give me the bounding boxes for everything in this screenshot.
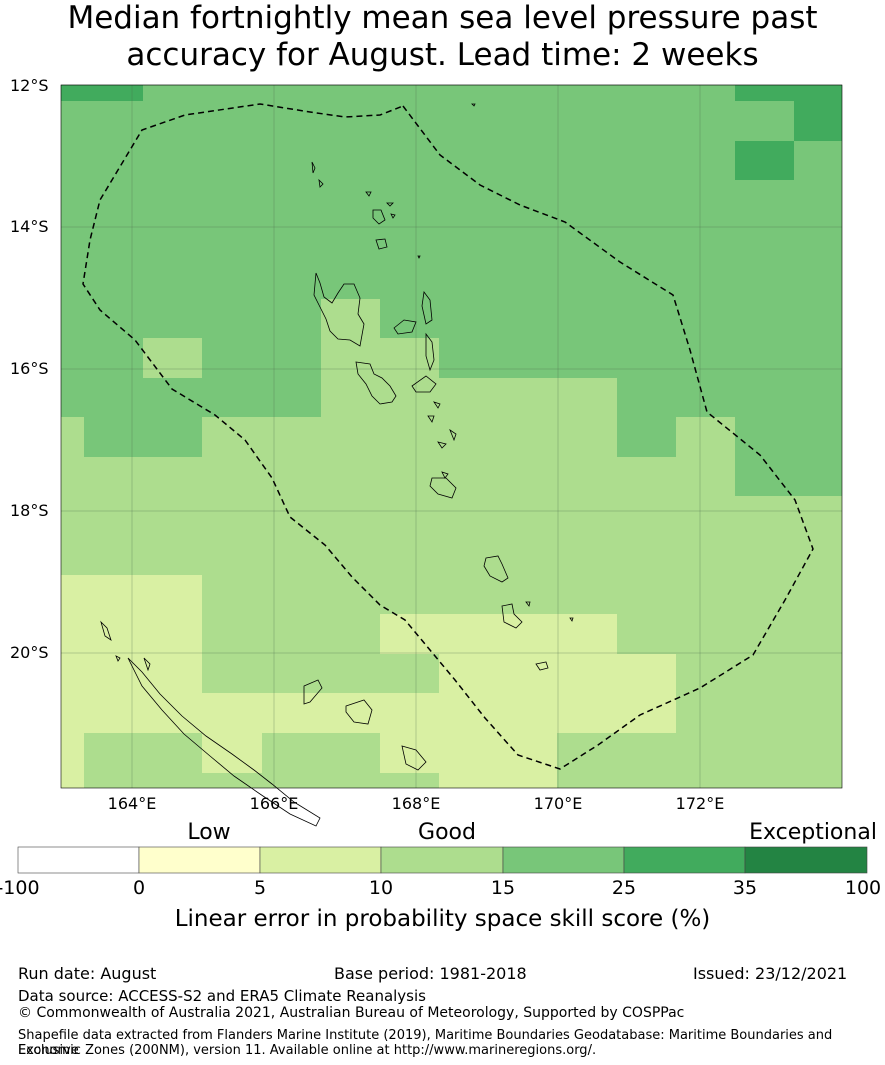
grid-cell [84,417,202,457]
run-date: Run date: August [18,964,157,983]
grid-cell [735,141,794,180]
shapefile-line-1: Shapefile data extracted from Flanders M… [18,1028,833,1058]
category-exceptional-label: Exceptional [749,820,877,845]
island-outline [535,617,574,671]
island-outline [375,238,388,250]
colorbar-tick: 25 [611,877,637,899]
grid-cell [380,338,439,378]
lon-label: 170°E [533,794,583,813]
grid-cell [321,378,498,417]
title-line-2: accuracy for August. Lead time: 2 weeks [126,37,759,73]
island-outline [355,361,397,405]
grid-cell [617,417,676,457]
grid-cell [439,654,676,693]
colorbar-tick: 35 [732,877,758,899]
colorbar-swatch [623,846,746,874]
grid-cell [84,693,676,733]
colorbar-tick: 0 [132,877,146,899]
island-outline [417,103,476,259]
grid-cell [498,378,617,417]
lat-label: 18°S [10,501,49,520]
skill-grid-cells [61,85,842,788]
colorbar-swatch [17,846,140,874]
colorbar-title: Linear error in probability space skill … [174,906,711,932]
base-period: Base period: 1981-2018 [334,964,527,983]
colorbar-swatch [380,846,504,874]
copyright: © Commonwealth of Australia 2021, Austra… [18,1005,685,1021]
grid-cell [735,417,842,496]
island-outline [313,272,365,347]
island-outline [100,620,121,662]
lon-label: 172°E [675,794,725,813]
colorbar-tick: 15 [490,877,516,899]
lat-label: 14°S [10,217,49,236]
colorbar [17,846,868,874]
grid-cell [61,693,84,788]
lat-label: 16°S [10,359,49,378]
category-good-label: Good [418,820,476,845]
colorbar-swatch [138,846,261,874]
island-outline [421,290,433,325]
colorbar-tick: 10 [368,877,394,899]
island-outline [425,332,435,372]
island-outline [427,401,457,442]
island-outline [143,657,151,672]
island-outline [429,477,457,499]
eez-boundary [82,103,814,770]
island-outline [401,745,427,771]
island-outline [437,441,449,479]
island-outline [303,679,323,705]
colorbar-swatch [259,846,382,874]
lon-label: 164°E [107,794,157,813]
colorbar-swatch [502,846,625,874]
island-outline [411,375,437,393]
island-outline [501,601,531,629]
grid-cell [735,85,842,101]
colorbar-tick: 5 [253,877,267,899]
title-line-1: Median fortnightly mean sea level pressu… [67,0,818,36]
grid-cell [262,733,380,773]
colorbar-swatch [744,846,868,874]
island-outline [365,191,394,207]
island-outline [483,555,509,583]
grid-cell [794,101,842,141]
map-frame [60,84,843,789]
data-source: Data source: ACCESS-S2 and ERA5 Climate … [18,987,426,1005]
lon-label: 168°E [391,794,441,813]
lat-label: 12°S [10,76,49,95]
coastlines [100,103,574,827]
lon-label: 166°E [249,794,299,813]
grid-cell [61,85,143,101]
category-low-label: Low [187,820,231,845]
grid-cell [61,417,84,457]
issued-date: Issued: 23/12/2021 [693,964,848,983]
lat-label: 20°S [10,643,49,662]
colorbar-tick: -100 [0,877,40,899]
island-outline [311,161,324,188]
grid-cell [143,338,202,378]
shapefile-line-2: Economic Zones (200NM), version 11. Avai… [18,1043,597,1058]
island-outline [372,209,396,225]
island-outline [345,699,373,725]
island-outline [127,657,321,827]
colorbar-tick: 100 [844,877,882,899]
grid-cell [143,733,202,773]
island-outline [393,319,417,335]
chart-title: Median fortnightly mean sea level pressu… [0,0,885,74]
grid-cell [380,614,617,654]
grid-cell [439,772,557,788]
grid-cell [61,575,202,693]
